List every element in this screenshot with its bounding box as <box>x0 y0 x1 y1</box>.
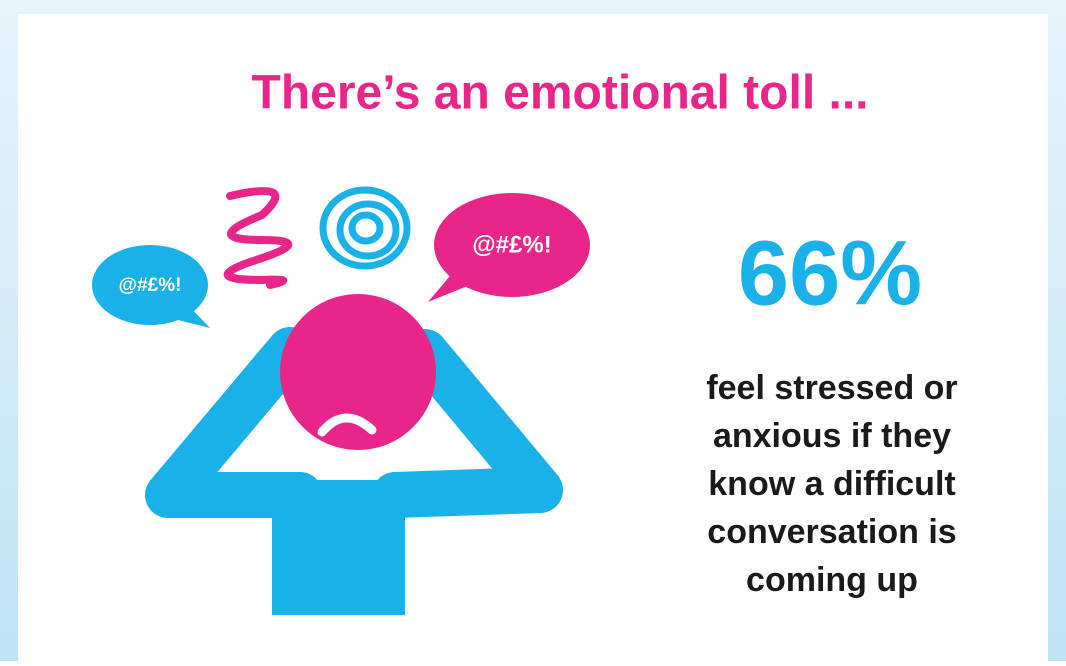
description-line: coming up <box>746 561 918 599</box>
infographic: There’s an emotional toll ... @#£%! @#£%… <box>0 0 1066 661</box>
torso <box>272 480 405 615</box>
title: There’s an emotional toll ... <box>252 67 869 120</box>
stat-value: 66% <box>738 222 922 324</box>
description-line: know a difficult <box>708 465 955 503</box>
description-line: feel stressed or <box>706 369 957 407</box>
description-line: anxious if they <box>713 417 951 455</box>
bubble-text: @#£%! <box>119 275 182 296</box>
bubble-text: @#£%! <box>472 231 551 258</box>
head <box>280 294 436 450</box>
description-line: conversation is <box>707 513 956 551</box>
